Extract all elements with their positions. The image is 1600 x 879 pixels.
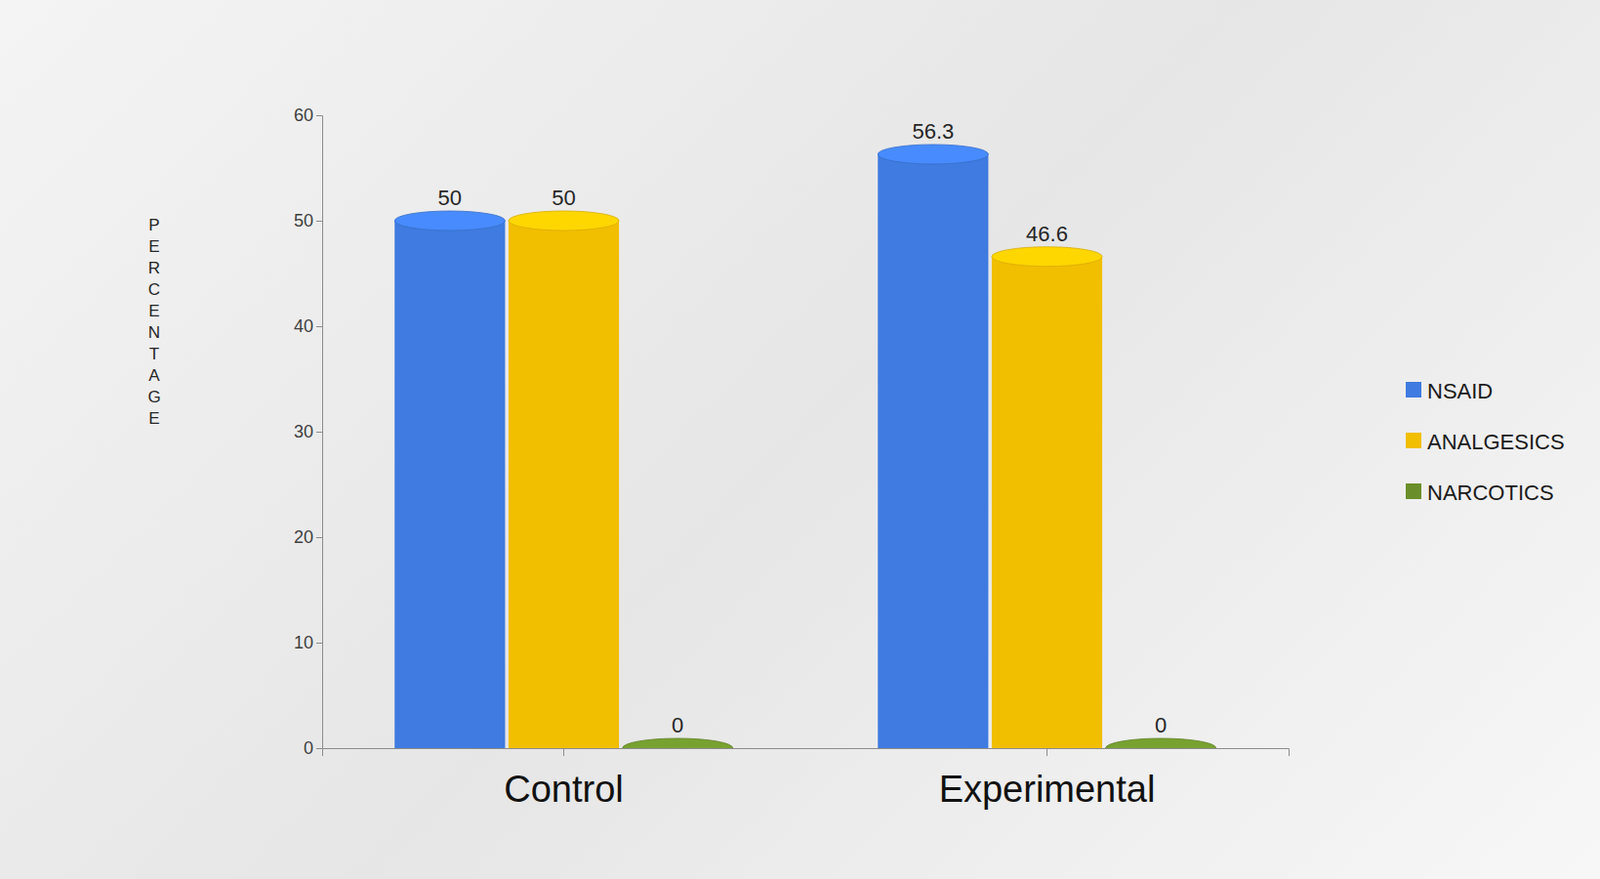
- x-tick-label: Control: [503, 768, 624, 810]
- y-tick: 20: [293, 527, 323, 547]
- y-tick-label: 50: [293, 210, 314, 231]
- bar: [991, 256, 1103, 748]
- legend-item: ANALGESICS: [1405, 429, 1565, 454]
- chart: 0102030405060ControlExperimental5056.350…: [0, 0, 1600, 879]
- y-tick-mark: [316, 115, 323, 117]
- x-tick: Experimental: [939, 747, 1156, 810]
- bar: [394, 220, 505, 748]
- y-tick-mark: [316, 536, 323, 538]
- y-tick-label: 60: [293, 105, 314, 125]
- y-axis-title: PERCENTAGE: [147, 215, 161, 428]
- data-label: 56.3: [911, 119, 954, 144]
- y-tick: 10: [293, 632, 323, 653]
- y-tick-mark: [316, 747, 323, 749]
- y-axis: 0 10 20 30 40 50 60: [293, 105, 324, 758]
- x-tick-mark: [563, 747, 565, 756]
- y-tick-mark: [316, 431, 323, 433]
- bar: [877, 154, 988, 748]
- bar-cap: [1106, 738, 1217, 748]
- data-label: 50: [438, 185, 462, 210]
- y-tick: 30: [293, 421, 323, 442]
- x-tick-mark: [1046, 747, 1048, 756]
- y-tick-mark: [316, 326, 323, 328]
- y-tick-label: 10: [293, 632, 314, 653]
- y-tick-label: 40: [293, 316, 314, 336]
- y-tick-mark: [316, 220, 323, 222]
- legend-label: NSAID: [1427, 378, 1493, 404]
- legend-label: ANALGESICS: [1427, 429, 1565, 454]
- data-label: 50: [551, 185, 575, 210]
- y-tick: 60: [293, 105, 323, 125]
- bar-cap: [877, 144, 988, 165]
- data-label: 0: [671, 712, 684, 738]
- legend-label: NARCOTICS: [1427, 480, 1555, 505]
- bar-cap: [991, 246, 1103, 267]
- data-label: 0: [1154, 712, 1167, 738]
- data-labels: 50 56.3 50 46.6 0 0: [438, 119, 1168, 738]
- data-label: 46.6: [1025, 221, 1068, 247]
- bars: [394, 144, 1216, 748]
- legend-swatch: [1405, 381, 1422, 398]
- bar-cap: [622, 738, 734, 748]
- y-tick: 0: [303, 738, 323, 758]
- y-tick-mark: [316, 642, 323, 644]
- x-axis: Control Experimental: [323, 747, 1290, 810]
- y-tick-label: 30: [293, 421, 314, 442]
- legend: NSAID ANALGESICS NARCOTICS: [1405, 378, 1565, 505]
- bar: [508, 220, 619, 748]
- x-tick: Control: [503, 747, 624, 810]
- x-tick-label: Experimental: [939, 768, 1156, 810]
- bar-cap: [394, 210, 505, 231]
- legend-item: NARCOTICS: [1405, 480, 1555, 505]
- x-axis-line: [323, 748, 1290, 757]
- bar-cap: [508, 210, 619, 231]
- y-tick-label: 20: [293, 527, 314, 547]
- legend-item: NSAID: [1405, 378, 1493, 404]
- legend-swatch: [1405, 483, 1422, 499]
- y-tick-label: 0: [303, 738, 314, 758]
- legend-swatch: [1405, 432, 1422, 449]
- y-tick: 40: [293, 316, 323, 336]
- y-tick: 50: [293, 210, 323, 231]
- y-axis-line: [316, 116, 324, 749]
